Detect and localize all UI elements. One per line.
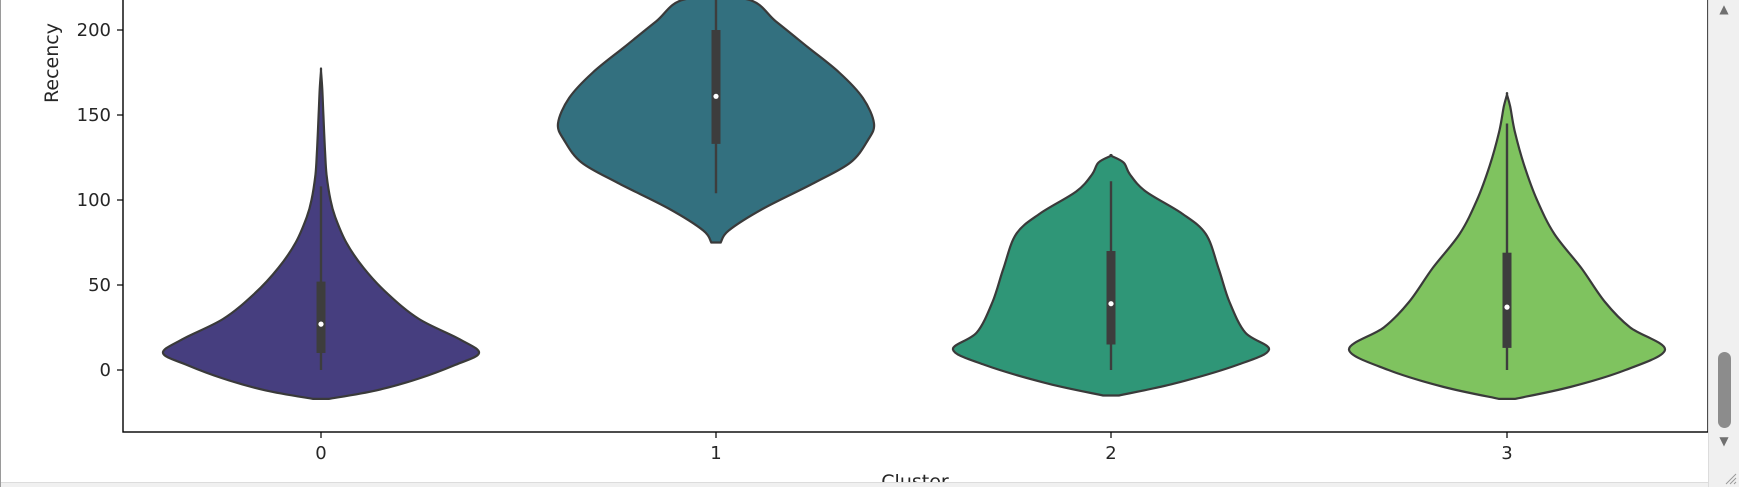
violin-median-dot: [713, 93, 719, 99]
violin-iqr-box: [1502, 252, 1512, 348]
y-tick-label: 150: [77, 105, 111, 126]
y-tick-label: 50: [88, 275, 111, 296]
scroll-thumb[interactable]: [1718, 352, 1731, 428]
violins-group: [161, 0, 1667, 400]
x-tick-label: 1: [710, 443, 721, 464]
horizontal-scroll-track: [1, 482, 1709, 487]
y-tick-label: 0: [100, 360, 111, 381]
violin-median-dot: [1504, 304, 1510, 310]
y-axis-ticks: 0 50 100 150 200: [77, 20, 123, 381]
y-tick-label: 200: [77, 20, 111, 41]
violin-median-dot: [318, 321, 324, 327]
scroll-down-icon[interactable]: ▼: [1719, 434, 1729, 448]
y-axis-label: Recency: [41, 23, 63, 103]
violin-iqr-box: [711, 30, 721, 144]
x-tick-label: 0: [315, 443, 326, 464]
y-tick-label: 100: [77, 190, 111, 211]
x-axis-ticks: 0 1 2 3: [315, 432, 1513, 464]
vertical-scrollbar[interactable]: ▲ ▼: [1708, 0, 1739, 487]
violin-iqr-box: [1106, 251, 1116, 345]
scroll-up-icon[interactable]: ▲: [1719, 2, 1729, 16]
x-tick-label: 3: [1501, 443, 1512, 464]
violin-median-dot: [1108, 301, 1114, 307]
resize-grip-icon[interactable]: [1725, 473, 1737, 485]
x-tick-label: 2: [1105, 443, 1116, 464]
violin-iqr-box: [316, 281, 326, 353]
